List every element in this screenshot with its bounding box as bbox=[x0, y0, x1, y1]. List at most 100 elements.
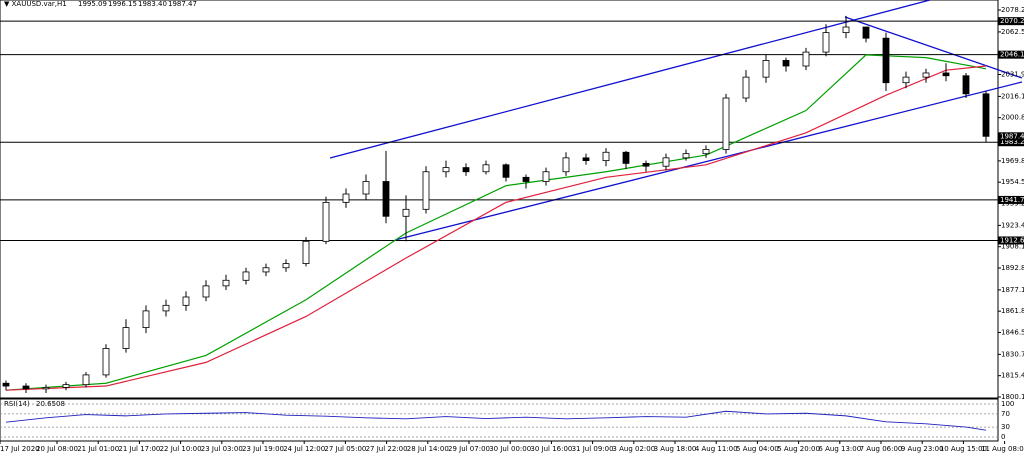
x-tick-label: 30 Jul 00:00 bbox=[489, 445, 531, 453]
candle-body bbox=[62, 384, 70, 388]
moving-average bbox=[5, 54, 987, 391]
candle-body bbox=[262, 267, 270, 273]
candle-body bbox=[782, 60, 790, 67]
moving-average bbox=[5, 65, 987, 391]
candle-body bbox=[742, 76, 750, 99]
candle-body bbox=[222, 279, 230, 287]
x-tick-label: 10 Aug 15:00 bbox=[940, 445, 987, 453]
candle-body bbox=[862, 26, 870, 39]
y-tick-label: 1892.85 bbox=[1001, 264, 1024, 272]
x-tick-label: 9 Aug 23:00 bbox=[901, 445, 944, 453]
x-tick-label: 23 Jul 03:00 bbox=[201, 445, 243, 453]
y-tick-label: 2000.85 bbox=[1001, 114, 1024, 122]
channel-lower bbox=[394, 81, 1023, 241]
candle-body bbox=[582, 157, 590, 162]
x-tick-label: 30 Jul 16:00 bbox=[530, 445, 572, 453]
candle-body bbox=[102, 348, 110, 376]
x-tick-label: 27 Jul 22:00 bbox=[366, 445, 408, 453]
candle-body bbox=[82, 374, 90, 386]
y-tick-label: 1954.50 bbox=[1001, 178, 1024, 186]
candle-body bbox=[602, 151, 610, 162]
y-tick-label: 1800.15 bbox=[1001, 393, 1024, 401]
level-label-bg bbox=[998, 50, 1024, 59]
candle-body bbox=[802, 51, 810, 67]
rsi-tick-label: 70 bbox=[1001, 410, 1010, 418]
candle-body bbox=[762, 60, 770, 78]
x-tick-label: 11 Aug 08:00 bbox=[981, 445, 1024, 453]
y-tick-label: 1923.45 bbox=[1001, 221, 1024, 229]
y-tick-label: 2078.25 bbox=[1001, 6, 1024, 14]
candle-body bbox=[842, 26, 850, 34]
bid-label: 1987.47 bbox=[1000, 132, 1024, 140]
y-tick-label: 2016.15 bbox=[1001, 92, 1024, 100]
candle-body bbox=[42, 387, 50, 390]
candle-body bbox=[282, 263, 290, 269]
candle-body bbox=[142, 310, 150, 328]
level-label: 2046.15 bbox=[1000, 51, 1024, 59]
candle-body bbox=[962, 75, 970, 95]
level-label-bg bbox=[998, 236, 1024, 245]
candle-body bbox=[242, 271, 250, 281]
y-tick-label: 1908.15 bbox=[1001, 243, 1024, 251]
candle-body bbox=[302, 240, 310, 264]
x-tick-label: 31 Jul 09:00 bbox=[572, 445, 614, 453]
candle-body bbox=[162, 304, 170, 312]
x-tick-label: 22 Jul 10:00 bbox=[160, 445, 202, 453]
candle-body bbox=[542, 171, 550, 182]
candle-body bbox=[2, 382, 10, 387]
x-tick-label: 5 Aug 20:00 bbox=[777, 445, 820, 453]
level-label: 1941.75 bbox=[1000, 196, 1024, 204]
y-tick-label: 1846.50 bbox=[1001, 328, 1024, 336]
candle-body bbox=[942, 72, 950, 77]
candle-body bbox=[702, 149, 710, 155]
level-label-bg bbox=[998, 138, 1024, 147]
candle-body bbox=[562, 157, 570, 173]
rsi-line bbox=[5, 410, 987, 431]
x-tick-label: 4 Aug 11:00 bbox=[695, 445, 738, 453]
symbol-title: ▼ XAUUSD.var,H1 bbox=[4, 0, 67, 8]
y-tick-label: 1815.45 bbox=[1001, 372, 1024, 380]
candle-body bbox=[202, 285, 210, 298]
candle-body bbox=[22, 385, 30, 390]
x-tick-label: 28 Jul 14:00 bbox=[407, 445, 449, 453]
level-label-bg bbox=[998, 195, 1024, 204]
main-frame bbox=[0, 0, 999, 399]
candle-body bbox=[722, 97, 730, 150]
candle-body bbox=[662, 157, 670, 167]
y-tick-label: 1830.75 bbox=[1001, 350, 1024, 358]
x-tick-label: 3 Aug 18:00 bbox=[654, 445, 697, 453]
candle-body bbox=[182, 296, 190, 306]
bid-label-bg bbox=[998, 132, 1024, 141]
candle-body bbox=[922, 72, 930, 78]
rsi-frame bbox=[0, 398, 999, 442]
x-tick-label: 6 Aug 13:00 bbox=[818, 445, 861, 453]
trend-lines bbox=[329, 0, 1023, 241]
level-label: 2070.24 bbox=[1000, 17, 1024, 25]
rsi-tick-label: 30 bbox=[1001, 423, 1010, 431]
candle-body bbox=[402, 208, 410, 217]
level-label: 1983.23 bbox=[1000, 138, 1024, 146]
candle-body bbox=[682, 153, 690, 159]
level-label-bg bbox=[998, 17, 1024, 26]
x-tick-label: 7 Aug 06:00 bbox=[860, 445, 903, 453]
x-tick-label: 23 Jul 19:00 bbox=[242, 445, 284, 453]
candle-body bbox=[642, 163, 650, 167]
ohlc-value: 1995.09 bbox=[78, 0, 107, 8]
candle-body bbox=[482, 164, 490, 173]
candle-body bbox=[382, 181, 390, 217]
x-tick-label: 27 Jul 05:00 bbox=[324, 445, 366, 453]
candle-body bbox=[342, 193, 350, 203]
ohlc-value: 1996.15 bbox=[108, 0, 137, 8]
ohlc-value: 1987.47 bbox=[168, 0, 197, 8]
x-tick-label: 3 Aug 02:00 bbox=[612, 445, 655, 453]
y-tick-label: 2031.90 bbox=[1001, 70, 1024, 78]
x-tick-label: 24 Jul 12:00 bbox=[283, 445, 325, 453]
candle-body bbox=[422, 171, 430, 210]
candle-body bbox=[322, 201, 330, 242]
channel-upper bbox=[329, 0, 931, 159]
ohlc-value: 1983.40 bbox=[138, 0, 167, 8]
candle-body bbox=[122, 327, 130, 349]
candle-body bbox=[882, 37, 890, 84]
candle-body bbox=[522, 176, 530, 182]
